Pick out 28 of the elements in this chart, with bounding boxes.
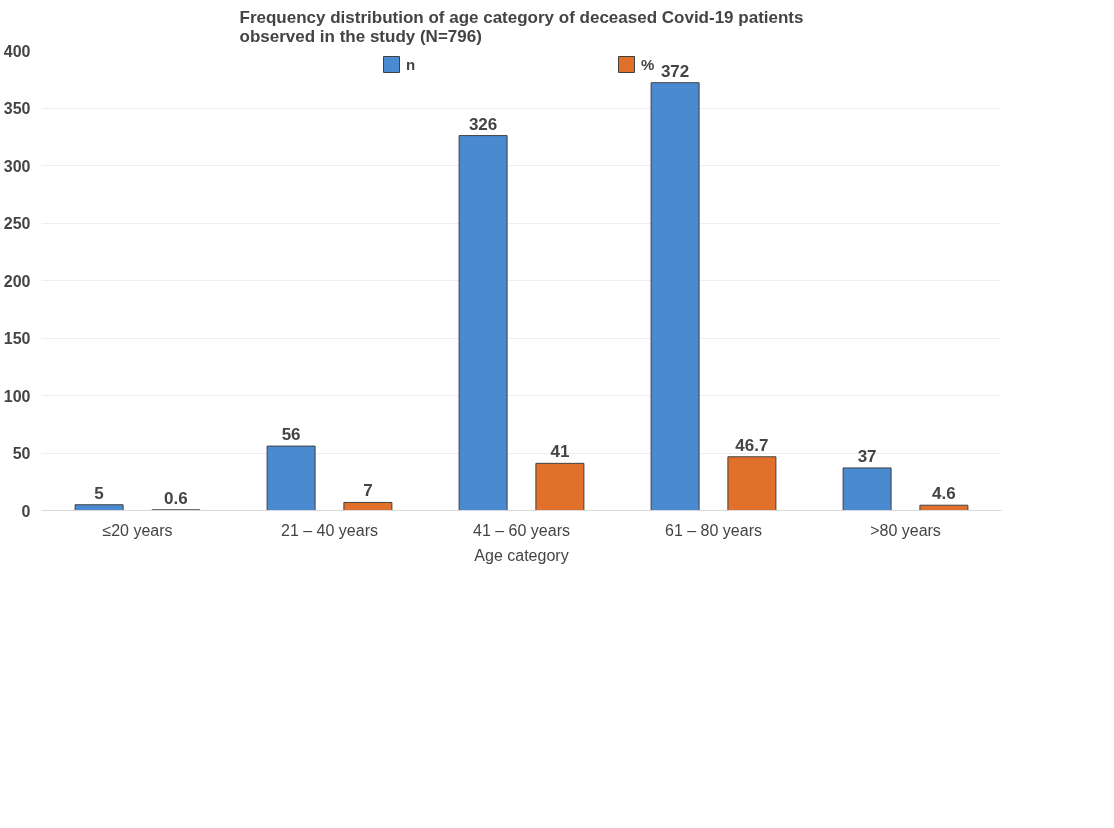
x-tick-label: >80 years (870, 521, 941, 539)
data-label: 326 (468, 114, 498, 134)
data-label: 41 (550, 442, 570, 462)
data-label: 4.6 (932, 484, 956, 504)
data-label: 372 (660, 61, 690, 81)
data-label: 5 (94, 483, 104, 503)
x-tick-label: ≤20 years (102, 521, 173, 539)
x-axis-title: Age category (474, 546, 569, 564)
data-label: 46.7 (735, 435, 769, 455)
data-label: 7 (363, 481, 373, 501)
legend-label: n (406, 55, 417, 73)
y-tick-label: 400 (3, 42, 31, 60)
y-tick-label: 350 (3, 100, 31, 117)
x-tick-label: 61 – 80 years (665, 521, 762, 539)
y-tick-label: 0 (21, 502, 31, 520)
y-tick-label: 250 (3, 215, 31, 232)
y-tick-label: 200 (3, 272, 31, 290)
data-label: 37 (857, 446, 877, 466)
x-tick-label: 21 – 40 years (281, 521, 378, 539)
y-tick-label: 150 (3, 330, 31, 347)
y-tick-label: 50 (12, 445, 31, 462)
y-tick-label: 100 (3, 387, 31, 405)
legend-label: % (641, 55, 656, 73)
y-tick-label: 300 (3, 157, 31, 175)
x-tick-label: 41 – 60 years (473, 521, 570, 539)
data-label: 0.6 (164, 488, 188, 508)
data-label: 56 (281, 425, 301, 445)
chart-title: Frequency distribution of age category of deceased Covid-19 patients observed in the study (N=796) (239, 7, 804, 46)
